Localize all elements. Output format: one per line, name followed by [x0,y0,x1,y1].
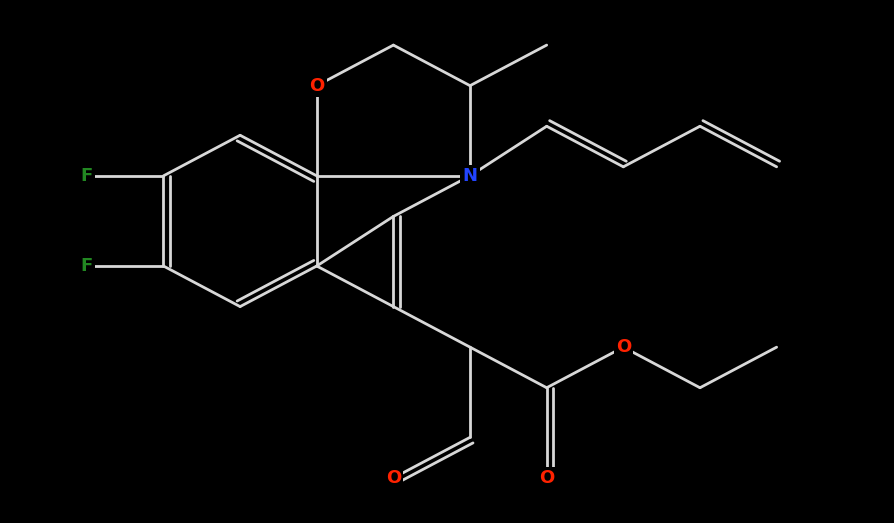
Text: O: O [308,77,324,95]
Text: F: F [80,257,93,275]
Text: O: O [538,469,553,487]
Text: N: N [462,167,477,185]
Text: O: O [615,338,630,356]
Text: F: F [80,167,93,185]
Text: O: O [385,469,401,487]
